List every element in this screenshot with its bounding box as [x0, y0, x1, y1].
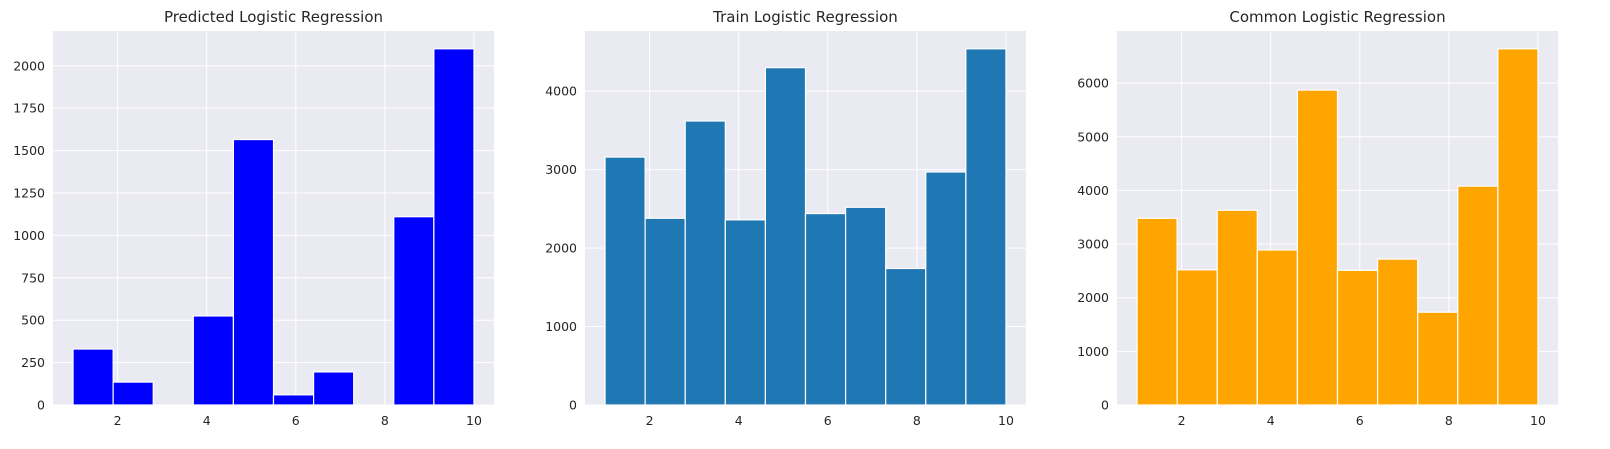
histogram-bar [804, 212, 847, 406]
x-tick-label: 4 [203, 413, 211, 428]
x-tick-label: 4 [1267, 413, 1275, 428]
x-tick-label: 10 [998, 413, 1014, 428]
y-tick-label: 2000 [545, 241, 577, 256]
y-tick-label: 4000 [1077, 183, 1109, 198]
histogram-bar [644, 217, 686, 406]
y-tick-label: 1000 [13, 228, 45, 243]
y-tick-label: 500 [21, 313, 45, 328]
x-tick-label: 2 [114, 413, 122, 428]
x-tick-label: 6 [292, 413, 300, 428]
x-axis: 2 4 6 8 10 [1178, 413, 1546, 428]
y-tick-label: 6000 [1077, 76, 1109, 91]
y-tick-label: 750 [21, 270, 45, 285]
histogram-bar [1417, 311, 1459, 406]
subplot-predicted: 0 250 500 750 1000 1250 1500 1750 2000 2 4 6 8 10 Pr… [13, 8, 494, 428]
x-axis: 2 4 6 8 10 [646, 413, 1014, 428]
histogram-bar [925, 171, 967, 406]
x-tick-label: 6 [1356, 413, 1364, 428]
x-axis: 2 4 6 8 10 [114, 413, 482, 428]
histogram-bar [965, 48, 1007, 406]
histogram-bar [1336, 269, 1379, 406]
chart-title: Predicted Logistic Regression [164, 8, 383, 26]
histogram-bar [1176, 269, 1218, 406]
histogram-bar [393, 216, 435, 406]
histogram-bar [1376, 258, 1419, 406]
histogram-bar [724, 219, 767, 406]
y-tick-label: 2000 [1077, 290, 1109, 305]
histogram-bar [684, 120, 726, 406]
histogram-bar [1296, 89, 1339, 406]
x-tick-label: 2 [646, 413, 654, 428]
chart-title: Train Logistic Regression [712, 8, 898, 26]
y-tick-label: 1000 [1077, 344, 1109, 359]
y-tick-label: 3000 [1077, 237, 1109, 252]
histogram-bar [1457, 185, 1499, 406]
y-axis: 0 250 500 750 1000 1250 1500 1750 2000 [13, 58, 45, 412]
bars [1136, 48, 1539, 406]
y-tick-label: 0 [569, 398, 577, 413]
y-tick-label: 0 [1101, 398, 1109, 413]
histogram-bar [312, 371, 355, 406]
y-tick-label: 4000 [545, 84, 577, 99]
histogram-bar [112, 381, 154, 406]
chart-title: Common Logistic Regression [1229, 8, 1445, 26]
histogram-bar [192, 315, 235, 406]
x-tick-label: 6 [824, 413, 832, 428]
y-tick-label: 1000 [545, 319, 577, 334]
y-tick-label: 1500 [13, 143, 45, 158]
histogram-bar [272, 394, 315, 406]
histogram-bar [1256, 249, 1299, 406]
histogram-bar [433, 48, 475, 406]
histogram-bar [232, 138, 275, 406]
y-tick-label: 1750 [13, 101, 45, 116]
histogram-bar [72, 348, 114, 406]
y-tick-label: 5000 [1077, 129, 1109, 144]
x-tick-label: 8 [913, 413, 921, 428]
histogram-bar [1136, 217, 1178, 406]
histogram-bar [1216, 209, 1258, 406]
x-tick-label: 2 [1178, 413, 1186, 428]
histogram-bar [844, 206, 887, 406]
histogram-bar [885, 267, 927, 406]
x-tick-label: 10 [466, 413, 482, 428]
x-tick-label: 8 [381, 413, 389, 428]
y-tick-label: 0 [37, 398, 45, 413]
x-tick-label: 8 [1445, 413, 1453, 428]
y-tick-label: 2000 [13, 58, 45, 73]
y-axis: 0 1000 2000 3000 4000 [545, 84, 577, 413]
x-tick-label: 4 [735, 413, 743, 428]
histogram-bar [764, 67, 807, 406]
bars [604, 48, 1007, 406]
histogram-bar [604, 156, 646, 406]
y-tick-label: 3000 [545, 162, 577, 177]
histogram-bar [1497, 48, 1539, 406]
x-tick-label: 10 [1530, 413, 1546, 428]
subplot-train: 0 1000 2000 3000 4000 2 4 6 8 10 Train Logistic … [545, 8, 1026, 428]
y-tick-label: 1250 [13, 185, 45, 200]
y-tick-label: 250 [21, 355, 45, 370]
y-axis: 0 1000 2000 3000 4000 5000 6000 [1077, 76, 1109, 413]
subplot-common: 0 1000 2000 3000 4000 5000 6000 2 4 6 8 10 Common … [1077, 8, 1558, 428]
bars [72, 48, 475, 406]
